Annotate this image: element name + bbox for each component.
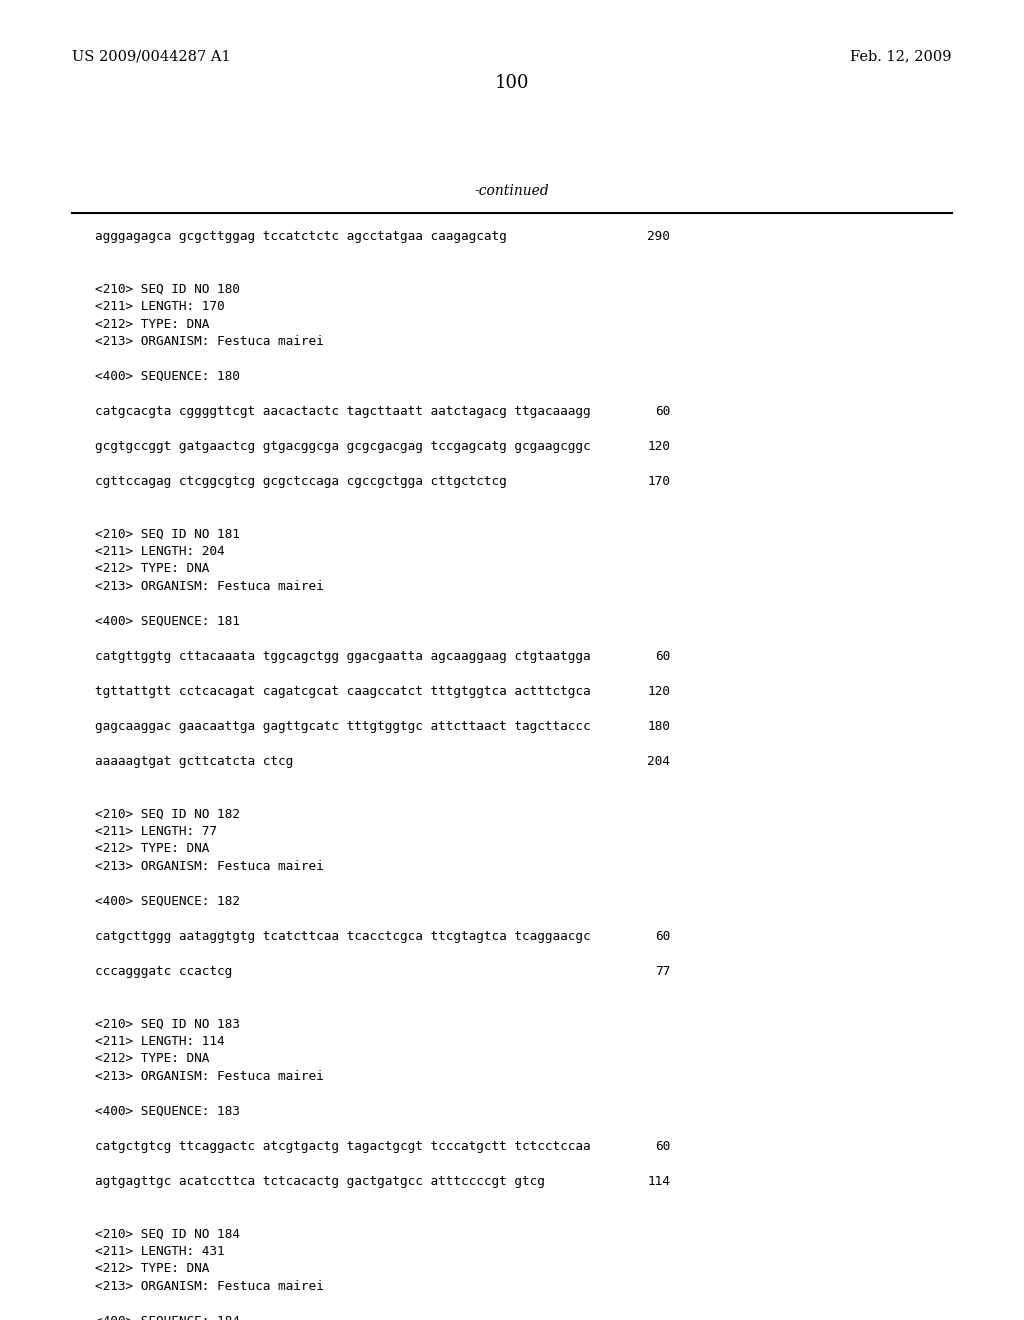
Text: 60: 60 [654,649,670,663]
Text: cgttccagag ctcggcgtcg gcgctccaga cgccgctgga cttgctctcg: cgttccagag ctcggcgtcg gcgctccaga cgccgct… [95,475,507,488]
Text: <400> SEQUENCE: 181: <400> SEQUENCE: 181 [95,615,240,628]
Text: <211> LENGTH: 77: <211> LENGTH: 77 [95,825,217,838]
Text: catgcacgta cggggttcgt aacactactc tagcttaatt aatctagacg ttgacaaagg: catgcacgta cggggttcgt aacactactc tagctta… [95,405,591,418]
Text: gagcaaggac gaacaattga gagttgcatc tttgtggtgc attcttaact tagcttaccc: gagcaaggac gaacaattga gagttgcatc tttgtgg… [95,719,591,733]
Text: <210> SEQ ID NO 182: <210> SEQ ID NO 182 [95,808,240,821]
Text: <211> LENGTH: 431: <211> LENGTH: 431 [95,1245,224,1258]
Text: agggagagca gcgcttggag tccatctctc agcctatgaa caagagcatg: agggagagca gcgcttggag tccatctctc agcctat… [95,230,507,243]
Text: 170: 170 [647,475,670,488]
Text: <211> LENGTH: 204: <211> LENGTH: 204 [95,545,224,558]
Text: 60: 60 [654,1140,670,1152]
Text: 204: 204 [647,755,670,768]
Text: 60: 60 [654,931,670,942]
Text: <213> ORGANISM: Festuca mairei: <213> ORGANISM: Festuca mairei [95,579,324,593]
Text: tgttattgtt cctcacagat cagatcgcat caagccatct tttgtggtca actttctgca: tgttattgtt cctcacagat cagatcgcat caagcca… [95,685,591,698]
Text: <210> SEQ ID NO 181: <210> SEQ ID NO 181 [95,528,240,540]
Text: catgttggtg cttacaaata tggcagctgg ggacgaatta agcaaggaag ctgtaatgga: catgttggtg cttacaaata tggcagctgg ggacgaa… [95,649,591,663]
Text: 60: 60 [654,405,670,418]
Text: <400> SEQUENCE: 182: <400> SEQUENCE: 182 [95,895,240,908]
Text: US 2009/0044287 A1: US 2009/0044287 A1 [72,49,230,63]
Text: 290: 290 [647,230,670,243]
Text: <211> LENGTH: 114: <211> LENGTH: 114 [95,1035,224,1048]
Text: catgctgtcg ttcaggactc atcgtgactg tagactgcgt tcccatgctt tctcctccaa: catgctgtcg ttcaggactc atcgtgactg tagactg… [95,1140,591,1152]
Text: <400> SEQUENCE: 180: <400> SEQUENCE: 180 [95,370,240,383]
Text: <212> TYPE: DNA: <212> TYPE: DNA [95,1052,209,1065]
Text: 120: 120 [647,440,670,453]
Text: Feb. 12, 2009: Feb. 12, 2009 [851,49,952,63]
Text: <211> LENGTH: 170: <211> LENGTH: 170 [95,300,224,313]
Text: <400> SEQUENCE: 183: <400> SEQUENCE: 183 [95,1105,240,1118]
Text: <400> SEQUENCE: 184: <400> SEQUENCE: 184 [95,1315,240,1320]
Text: <210> SEQ ID NO 183: <210> SEQ ID NO 183 [95,1018,240,1031]
Text: <212> TYPE: DNA: <212> TYPE: DNA [95,562,209,576]
Text: catgcttggg aataggtgtg tcatcttcaa tcacctcgca ttcgtagtca tcaggaacgc: catgcttggg aataggtgtg tcatcttcaa tcacctc… [95,931,591,942]
Text: cccagggatc ccactcg: cccagggatc ccactcg [95,965,232,978]
Text: gcgtgccggt gatgaactcg gtgacggcga gcgcgacgag tccgagcatg gcgaagcggc: gcgtgccggt gatgaactcg gtgacggcga gcgcgac… [95,440,591,453]
Text: 180: 180 [647,719,670,733]
Text: 114: 114 [647,1175,670,1188]
Text: <210> SEQ ID NO 180: <210> SEQ ID NO 180 [95,282,240,296]
Text: <212> TYPE: DNA: <212> TYPE: DNA [95,842,209,855]
Text: aaaaagtgat gcttcatcta ctcg: aaaaagtgat gcttcatcta ctcg [95,755,293,768]
Text: <212> TYPE: DNA: <212> TYPE: DNA [95,318,209,330]
Text: 77: 77 [654,965,670,978]
Text: agtgagttgc acatccttca tctcacactg gactgatgcc atttccccgt gtcg: agtgagttgc acatccttca tctcacactg gactgat… [95,1175,545,1188]
Text: <213> ORGANISM: Festuca mairei: <213> ORGANISM: Festuca mairei [95,1071,324,1082]
Text: 100: 100 [495,74,529,92]
Text: <210> SEQ ID NO 184: <210> SEQ ID NO 184 [95,1228,240,1241]
Text: 120: 120 [647,685,670,698]
Text: <213> ORGANISM: Festuca mairei: <213> ORGANISM: Festuca mairei [95,335,324,348]
Text: -continued: -continued [475,183,549,198]
Text: <213> ORGANISM: Festuca mairei: <213> ORGANISM: Festuca mairei [95,861,324,873]
Text: <213> ORGANISM: Festuca mairei: <213> ORGANISM: Festuca mairei [95,1280,324,1294]
Text: <212> TYPE: DNA: <212> TYPE: DNA [95,1262,209,1275]
